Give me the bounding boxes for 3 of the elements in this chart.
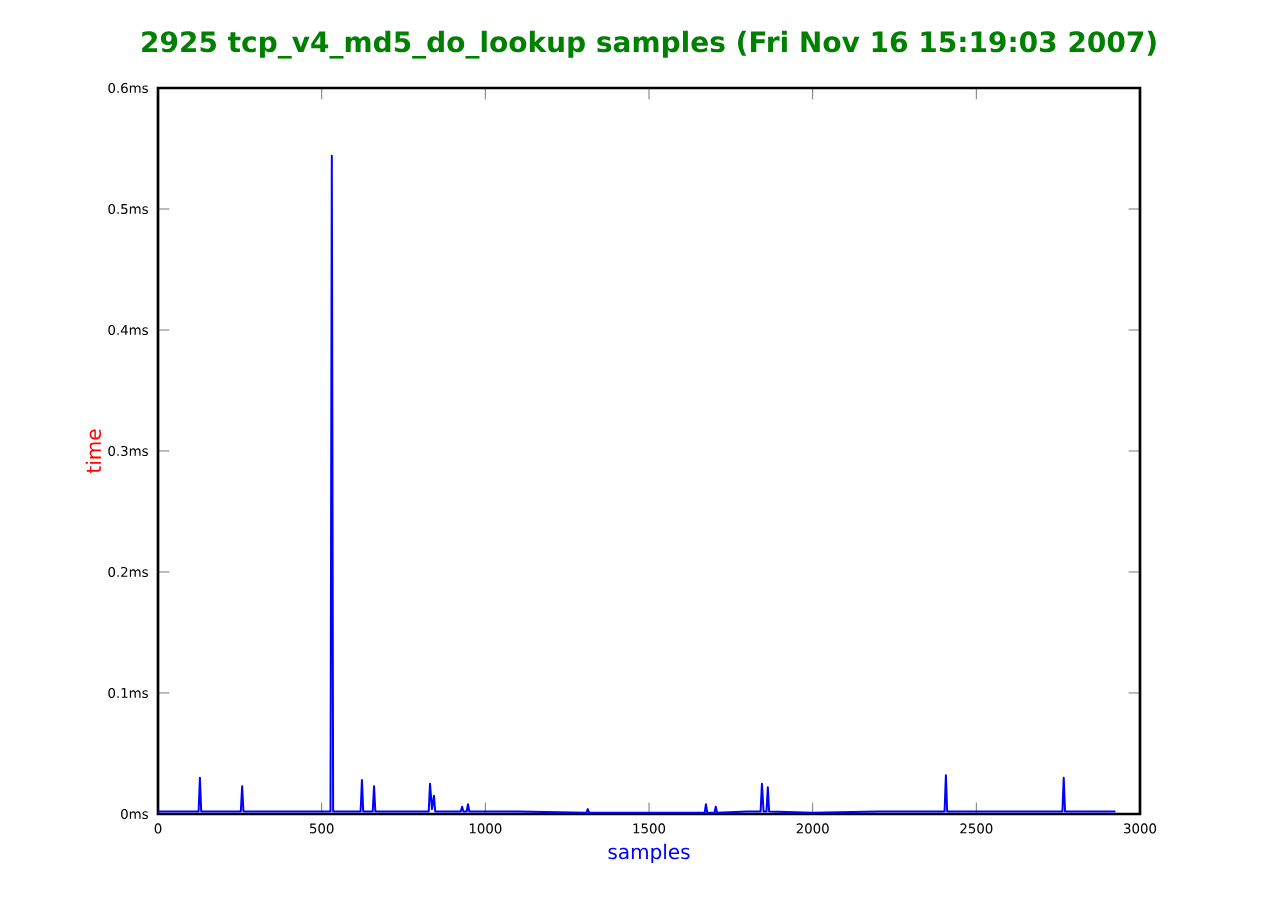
y-axis-title: time	[85, 429, 102, 474]
x-axis-title: samples	[608, 843, 690, 864]
chart-title: 2925 tcp_v4_md5_do_lookup samples (Fri Nov 16 15:19:03 2007)	[142, 30, 1156, 59]
